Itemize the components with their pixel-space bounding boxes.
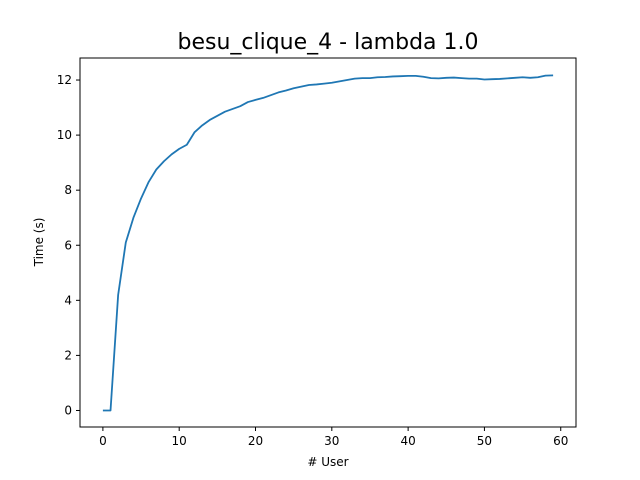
x-axis-label: # User [307, 455, 348, 469]
x-tick-label: 10 [172, 434, 187, 448]
x-axis-ticks: 0 10 20 30 40 50 60 [99, 427, 568, 448]
chart-title: besu_clique_4 - lambda 1.0 [177, 30, 478, 55]
y-tick-label: 4 [64, 293, 72, 307]
y-tick-label: 12 [57, 73, 72, 87]
y-tick-label: 10 [57, 128, 72, 142]
x-tick-label: 0 [99, 434, 107, 448]
x-tick-label: 50 [477, 434, 492, 448]
x-tick-label: 60 [553, 434, 568, 448]
plot-frame [79, 57, 577, 428]
x-tick-label: 40 [400, 434, 415, 448]
x-tick-label: 30 [324, 434, 339, 448]
y-tick-label: 2 [64, 348, 72, 362]
y-tick-label: 8 [64, 183, 72, 197]
series-line-0 [102, 74, 554, 412]
y-tick-label: 6 [64, 238, 72, 252]
x-tick-label: 20 [248, 434, 263, 448]
y-axis-label: Time (s) [32, 218, 46, 268]
y-axis-ticks: 0 2 4 6 8 10 12 [57, 73, 80, 417]
y-tick-label: 0 [64, 403, 72, 417]
plot-area [102, 74, 554, 412]
